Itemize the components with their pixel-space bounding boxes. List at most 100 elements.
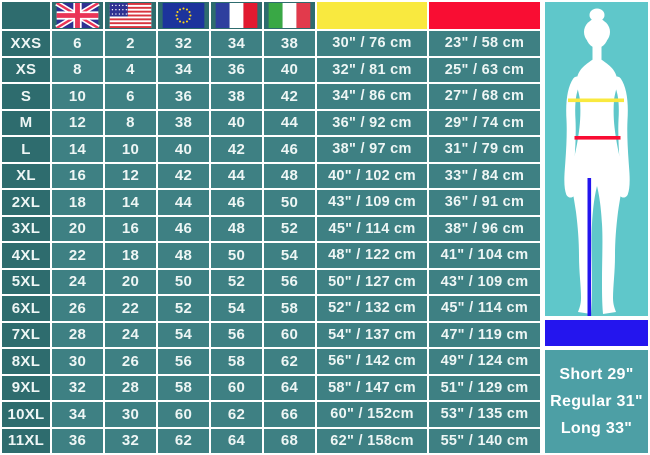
size-value-cell: 54 <box>158 322 209 347</box>
size-value-cell: 8 <box>105 110 156 135</box>
size-value-cell: 50 <box>158 269 209 294</box>
chest-measure-cell: 54" / 137 cm <box>317 322 427 347</box>
chest-measure-cell: 58" / 147 cm <box>317 375 427 400</box>
waist-measure-cell: 27" / 68 cm <box>429 84 540 109</box>
size-value-cell: 48 <box>211 216 262 241</box>
size-value-cell: 32 <box>52 375 103 400</box>
chest-measure-cell: 56" / 142 cm <box>317 349 427 374</box>
italy-flag-icon <box>268 3 311 28</box>
size-value-cell: 40 <box>158 137 209 162</box>
size-value-cell: 30 <box>52 349 103 374</box>
waist-measure-cell: 29" / 74 cm <box>429 110 540 135</box>
chest-measure-cell: 40" / 102 cm <box>317 163 427 188</box>
chest-measure-cell: 50" / 127 cm <box>317 269 427 294</box>
leg-length-options: Short 29" Regular 31" Long 33" <box>545 350 648 453</box>
size-value-cell: 28 <box>52 322 103 347</box>
size-value-cell: 40 <box>264 57 315 82</box>
size-value-cell: 2 <box>105 31 156 56</box>
size-value-cell: 42 <box>211 137 262 162</box>
waist-measure-cell: 41" / 104 cm <box>429 243 540 268</box>
size-value-cell: 26 <box>52 296 103 321</box>
size-value-cell: 62 <box>264 349 315 374</box>
waist-measure-cell: 51" / 129 cm <box>429 375 540 400</box>
size-label-cell: 8XL <box>2 349 50 374</box>
size-value-cell: 46 <box>158 216 209 241</box>
size-label-cell: XS <box>2 57 50 82</box>
size-value-cell: 68 <box>264 428 315 453</box>
waist-measure-cell: 38" / 96 cm <box>429 216 540 241</box>
size-value-cell: 50 <box>211 243 262 268</box>
size-label-cell: 11XL <box>2 428 50 453</box>
size-value-cell: 44 <box>211 163 262 188</box>
size-label-cell: XL <box>2 163 50 188</box>
eu-flag-icon <box>162 3 205 28</box>
uk-column-header <box>52 2 103 29</box>
waist-measure-cell: 45" / 114 cm <box>429 296 540 321</box>
blue-inseam-line <box>587 178 592 316</box>
size-value-cell: 60 <box>158 402 209 427</box>
waist-measure-cell: 25" / 63 cm <box>429 57 540 82</box>
table-corner-cell <box>2 2 50 29</box>
size-value-cell: 62 <box>211 402 262 427</box>
size-value-cell: 36 <box>211 57 262 82</box>
size-value-cell: 52 <box>264 216 315 241</box>
chest-measure-cell: 45" / 114 cm <box>317 216 427 241</box>
chest-measure-cell: 32" / 81 cm <box>317 57 427 82</box>
size-value-cell: 54 <box>264 243 315 268</box>
size-value-cell: 54 <box>211 296 262 321</box>
size-label-cell: 10XL <box>2 402 50 427</box>
size-value-cell: 12 <box>105 163 156 188</box>
chest-measure-cell: 36" / 92 cm <box>317 110 427 135</box>
size-value-cell: 38 <box>264 31 315 56</box>
size-value-cell: 56 <box>211 322 262 347</box>
size-value-cell: 34 <box>211 31 262 56</box>
size-value-cell: 58 <box>158 375 209 400</box>
size-value-cell: 4 <box>105 57 156 82</box>
size-value-cell: 22 <box>105 296 156 321</box>
size-label-cell: S <box>2 84 50 109</box>
length-option-regular: Regular 31" <box>550 392 643 410</box>
size-label-cell: 6XL <box>2 296 50 321</box>
yellow-chest-line <box>568 98 624 103</box>
size-value-cell: 8 <box>52 57 103 82</box>
size-value-cell: 20 <box>52 216 103 241</box>
inseam-legend-bar <box>545 320 648 346</box>
uk-flag-icon <box>55 3 100 28</box>
waist-measure-cell: 47" / 119 cm <box>429 322 540 347</box>
france-flag-icon <box>215 3 258 28</box>
size-label-cell: 3XL <box>2 216 50 241</box>
italy-column-header <box>264 2 315 29</box>
size-value-cell: 16 <box>105 216 156 241</box>
size-value-cell: 46 <box>211 190 262 215</box>
chest-measure-cell: 52" / 132 cm <box>317 296 427 321</box>
size-value-cell: 22 <box>52 243 103 268</box>
size-label-cell: 7XL <box>2 322 50 347</box>
size-value-cell: 38 <box>158 110 209 135</box>
size-label-cell: M <box>2 110 50 135</box>
size-value-cell: 56 <box>158 349 209 374</box>
size-label-cell: 9XL <box>2 375 50 400</box>
size-label-cell: 4XL <box>2 243 50 268</box>
size-value-cell: 64 <box>264 375 315 400</box>
length-option-short: Short 29" <box>559 365 634 383</box>
size-value-cell: 10 <box>105 137 156 162</box>
size-value-cell: 32 <box>158 31 209 56</box>
size-value-cell: 60 <box>211 375 262 400</box>
usa-flag-icon <box>109 3 152 28</box>
size-value-cell: 56 <box>264 269 315 294</box>
size-value-cell: 44 <box>264 110 315 135</box>
red-waist-line <box>574 136 621 140</box>
waist-measure-cell: 31" / 79 cm <box>429 137 540 162</box>
size-value-cell: 58 <box>264 296 315 321</box>
size-value-cell: 18 <box>52 190 103 215</box>
size-value-cell: 42 <box>264 84 315 109</box>
waist-measure-cell: 55" / 140 cm <box>429 428 540 453</box>
chest-measure-cell: 62" / 158cm <box>317 428 427 453</box>
size-value-cell: 16 <box>52 163 103 188</box>
size-value-cell: 38 <box>211 84 262 109</box>
france-column-header <box>211 2 262 29</box>
size-value-cell: 6 <box>52 31 103 56</box>
waist-measure-cell: 49" / 124 cm <box>429 349 540 374</box>
chest-measure-cell: 38" / 97 cm <box>317 137 427 162</box>
